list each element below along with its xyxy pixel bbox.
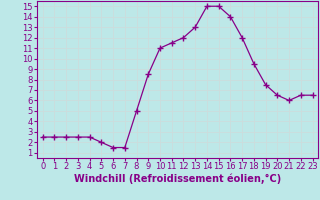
X-axis label: Windchill (Refroidissement éolien,°C): Windchill (Refroidissement éolien,°C) (74, 174, 281, 184)
